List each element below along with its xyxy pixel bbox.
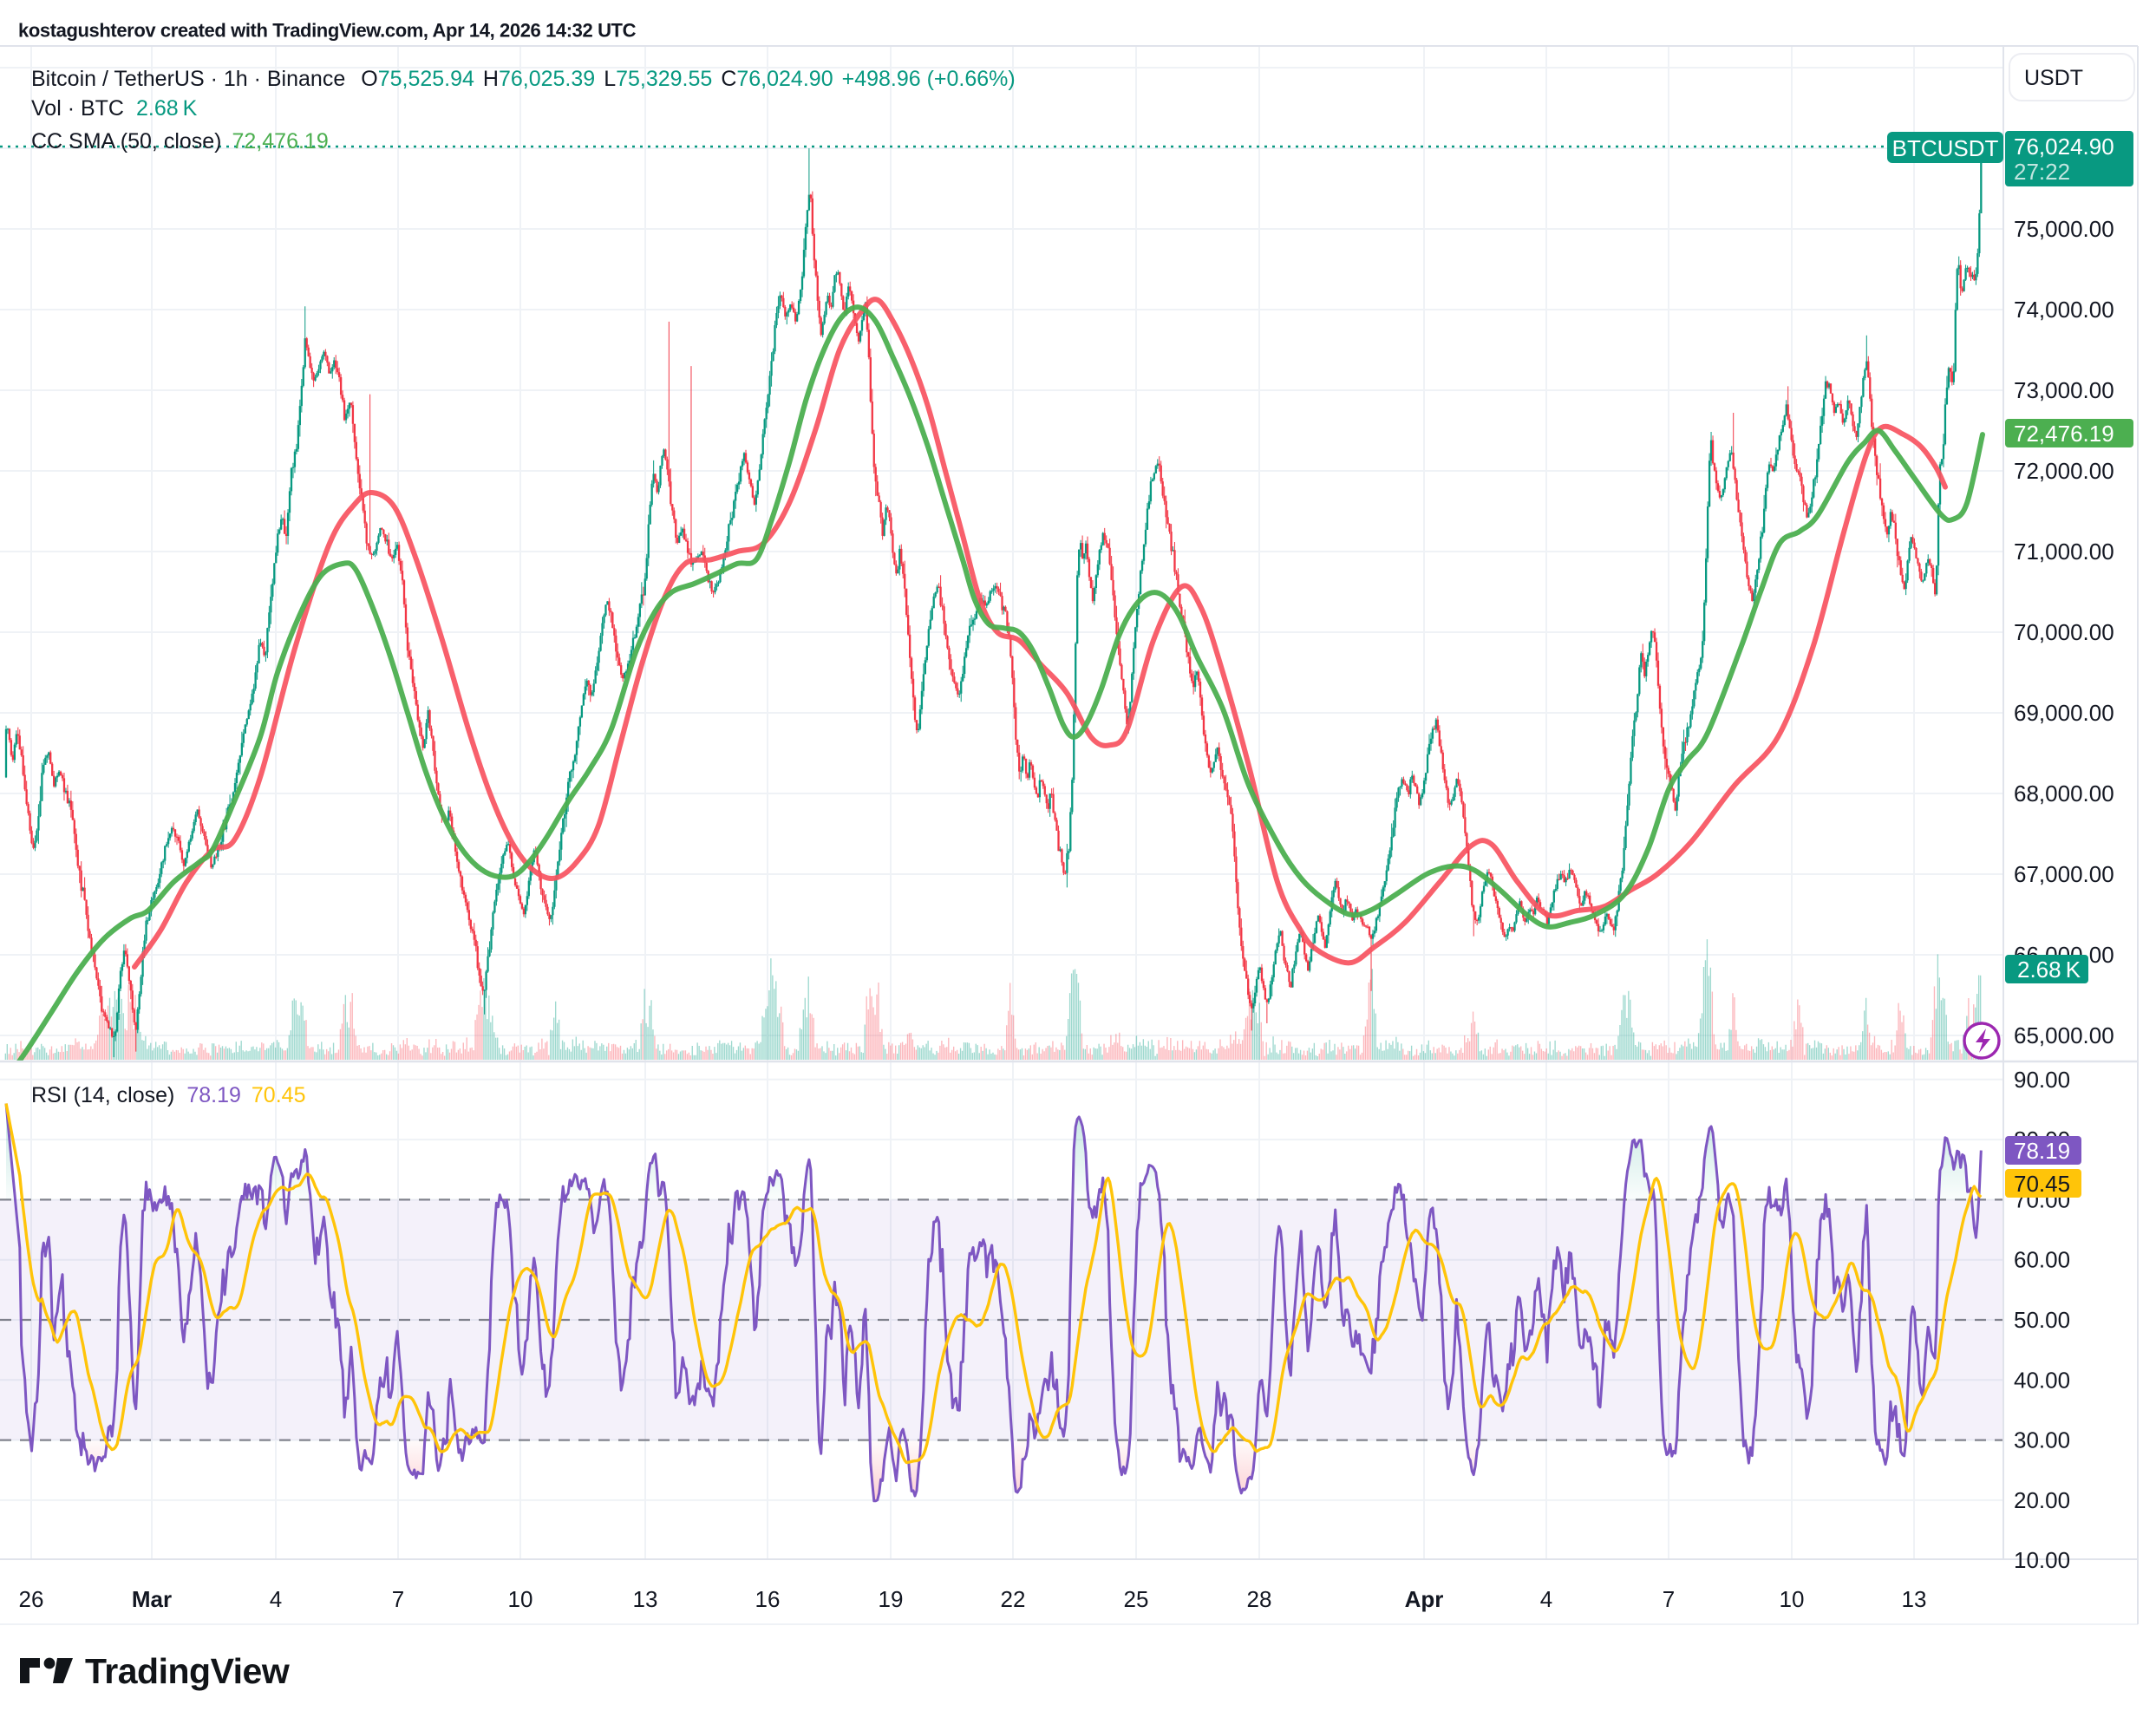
svg-text:7: 7: [1663, 1586, 1675, 1612]
svg-text:28: 28: [1247, 1586, 1272, 1612]
svg-text:25: 25: [1124, 1586, 1149, 1612]
svg-text:30.00: 30.00: [2014, 1427, 2070, 1453]
svg-text:76,024.90: 76,024.90: [2014, 134, 2114, 160]
svg-text:10: 10: [508, 1586, 533, 1612]
svg-text:65,000.00: 65,000.00: [2014, 1022, 2114, 1048]
svg-text:75,000.00: 75,000.00: [2014, 216, 2114, 242]
svg-text:27:22: 27:22: [2014, 159, 2070, 185]
svg-text:69,000.00: 69,000.00: [2014, 700, 2114, 726]
svg-text:74,000.00: 74,000.00: [2014, 297, 2114, 323]
svg-text:22: 22: [1001, 1586, 1026, 1612]
svg-text:4: 4: [270, 1586, 282, 1612]
svg-text:72,476.19: 72,476.19: [2014, 421, 2114, 447]
svg-text:72,000.00: 72,000.00: [2014, 458, 2114, 484]
svg-text:BTCUSDT: BTCUSDT: [1892, 135, 1999, 161]
svg-text:Bitcoin / TetherUS · 1h · Bina: Bitcoin / TetherUS · 1h · Binance O75,525…: [31, 67, 1016, 91]
svg-text:CC SMA (50, close)72,476.19: CC SMA (50, close) 72,476.19: [31, 129, 329, 153]
svg-text:kostagushterov created with Tr: kostagushterov created with TradingView.…: [18, 20, 637, 42]
svg-text:7: 7: [392, 1586, 404, 1612]
svg-text:71,000.00: 71,000.00: [2014, 539, 2114, 565]
svg-text:70.45: 70.45: [2014, 1171, 2070, 1197]
svg-text:19: 19: [879, 1586, 904, 1612]
svg-text:20.00: 20.00: [2014, 1487, 2070, 1513]
svg-text:78.19: 78.19: [2014, 1138, 2070, 1164]
svg-text:13: 13: [1902, 1586, 1927, 1612]
svg-text:40.00: 40.00: [2014, 1367, 2070, 1393]
svg-text:10.00: 10.00: [2014, 1547, 2070, 1573]
svg-text:73,000.00: 73,000.00: [2014, 377, 2114, 403]
svg-text:68,000.00: 68,000.00: [2014, 780, 2114, 806]
svg-text:70,000.00: 70,000.00: [2014, 619, 2114, 645]
svg-text:TradingView: TradingView: [85, 1651, 290, 1691]
svg-text:4: 4: [1540, 1586, 1552, 1612]
svg-text:USDT: USDT: [2024, 66, 2083, 90]
svg-text:10: 10: [1780, 1586, 1805, 1612]
svg-text:67,000.00: 67,000.00: [2014, 861, 2114, 887]
svg-text:50.00: 50.00: [2014, 1307, 2070, 1333]
svg-text:16: 16: [755, 1586, 781, 1612]
svg-text:Mar: Mar: [132, 1586, 172, 1612]
svg-text:90.00: 90.00: [2014, 1067, 2070, 1093]
svg-text:13: 13: [633, 1586, 658, 1612]
svg-text:2.68 K: 2.68 K: [2017, 957, 2081, 983]
svg-text:26: 26: [19, 1586, 44, 1612]
svg-text:Apr: Apr: [1405, 1586, 1444, 1612]
svg-text:60.00: 60.00: [2014, 1247, 2070, 1273]
